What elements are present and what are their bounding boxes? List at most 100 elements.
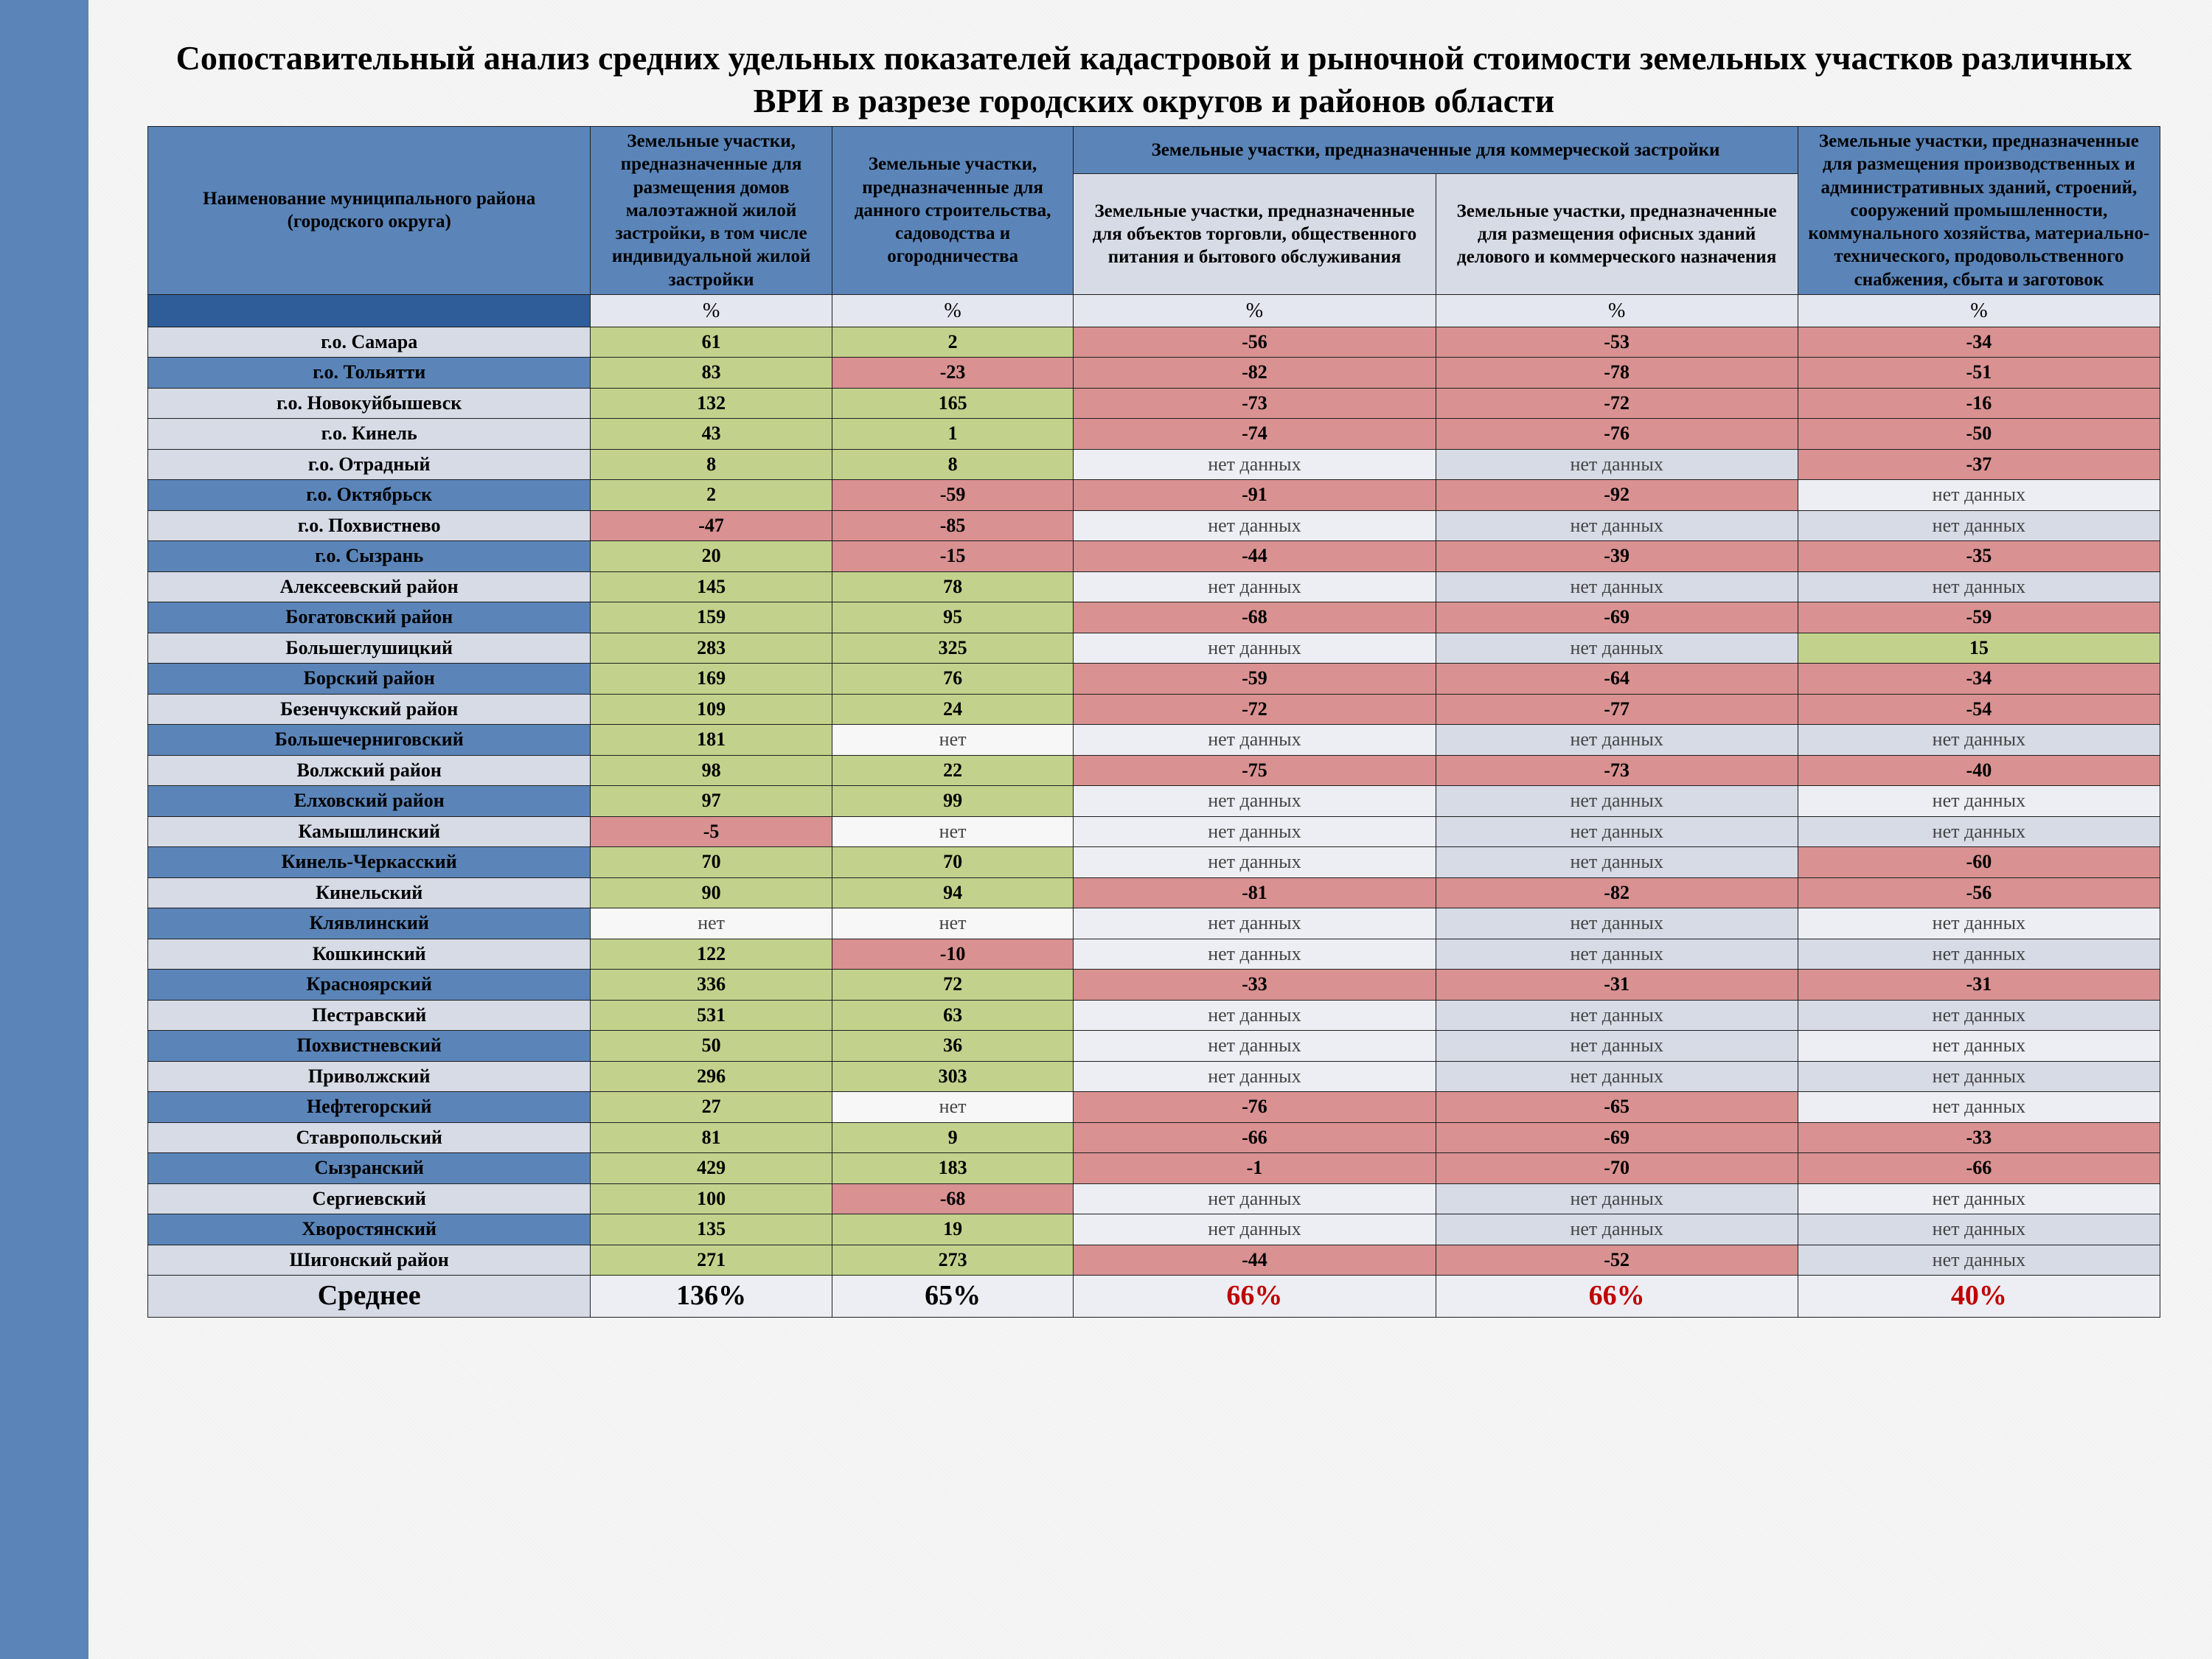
unit-cell: % <box>1074 294 1436 327</box>
value-cell: нет данных <box>1798 1183 2160 1214</box>
value-cell: нет данных <box>1074 908 1436 939</box>
value-cell: нет данных <box>1798 1245 2160 1276</box>
page: Сопоставительный анализ средних удельных… <box>0 0 2212 1659</box>
value-cell: 97 <box>591 786 832 817</box>
row-name: Сергиевский <box>148 1183 591 1214</box>
value-cell: -31 <box>1436 970 1798 1001</box>
value-cell: нет данных <box>1436 908 1798 939</box>
value-cell: 83 <box>591 358 832 389</box>
value-cell: 19 <box>832 1214 1073 1245</box>
value-cell: нет данных <box>1798 1092 2160 1123</box>
table-row: Безенчукский район10924-72-77-54 <box>148 694 2160 725</box>
value-cell: -59 <box>1074 664 1436 695</box>
value-cell: нет данных <box>1798 725 2160 756</box>
hdr-col2: Земельные участки, предназначенные для д… <box>832 127 1073 295</box>
hdr-col4: Земельные участки, предназначенные для р… <box>1436 174 1798 295</box>
comparison-table: Наименование муниципального района (горо… <box>147 126 2160 1318</box>
unit-cell: % <box>832 294 1073 327</box>
value-cell: -91 <box>1074 480 1436 511</box>
value-cell: 325 <box>832 633 1073 664</box>
table-row: Кошкинский122-10нет данныхнет данныхнет … <box>148 939 2160 970</box>
row-name: Безенчукский район <box>148 694 591 725</box>
value-cell: -34 <box>1798 664 2160 695</box>
value-cell: нет данных <box>1436 939 1798 970</box>
value-cell: 15 <box>1798 633 2160 664</box>
value-cell: нет данных <box>1798 1031 2160 1062</box>
hdr-col3: Земельные участки, предназначенные для о… <box>1074 174 1436 295</box>
table-row: Алексеевский район14578нет данныхнет дан… <box>148 571 2160 602</box>
value-cell: 8 <box>591 449 832 480</box>
row-name: г.о. Самара <box>148 327 591 358</box>
value-cell: -44 <box>1074 541 1436 572</box>
value-cell: 20 <box>591 541 832 572</box>
value-cell: 169 <box>591 664 832 695</box>
row-name: г.о. Отрадный <box>148 449 591 480</box>
value-cell: -1 <box>1074 1153 1436 1184</box>
row-name: Ставропольский <box>148 1122 591 1153</box>
value-cell: -85 <box>832 510 1073 541</box>
value-cell: нет данных <box>1436 571 1798 602</box>
value-cell: -40 <box>1798 755 2160 786</box>
unit-cell: % <box>1798 294 2160 327</box>
value-cell: -5 <box>591 816 832 847</box>
value-cell: 271 <box>591 1245 832 1276</box>
value-cell: 9 <box>832 1122 1073 1153</box>
value-cell: -69 <box>1436 602 1798 633</box>
value-cell: -56 <box>1074 327 1436 358</box>
value-cell: -33 <box>1798 1122 2160 1153</box>
value-cell: -50 <box>1798 419 2160 450</box>
value-cell: 159 <box>591 602 832 633</box>
value-cell: -33 <box>1074 970 1436 1001</box>
hdr-name: Наименование муниципального района (горо… <box>148 127 591 295</box>
value-cell: -82 <box>1074 358 1436 389</box>
value-cell: -47 <box>591 510 832 541</box>
value-cell: 95 <box>832 602 1073 633</box>
value-cell: нет данных <box>1798 786 2160 817</box>
value-cell: -23 <box>832 358 1073 389</box>
table-row: Камышлинский-5нетнет данныхнет данныхнет… <box>148 816 2160 847</box>
value-cell: -44 <box>1074 1245 1436 1276</box>
value-cell: 78 <box>832 571 1073 602</box>
value-cell: 61 <box>591 327 832 358</box>
value-cell: 296 <box>591 1061 832 1092</box>
value-cell: -54 <box>1798 694 2160 725</box>
value-cell: -39 <box>1436 541 1798 572</box>
value-cell: -15 <box>832 541 1073 572</box>
value-cell: 70 <box>832 847 1073 878</box>
value-cell: 99 <box>832 786 1073 817</box>
table-row: Кинель-Черкасский7070нет данныхнет данны… <box>148 847 2160 878</box>
value-cell: 109 <box>591 694 832 725</box>
value-cell: -73 <box>1436 755 1798 786</box>
value-cell: 2 <box>832 327 1073 358</box>
value-cell: -77 <box>1436 694 1798 725</box>
value-cell: -92 <box>1436 480 1798 511</box>
value-cell: -68 <box>832 1183 1073 1214</box>
value-cell: 24 <box>832 694 1073 725</box>
row-name: Волжский район <box>148 755 591 786</box>
value-cell: нет данных <box>1074 816 1436 847</box>
value-cell: 94 <box>832 877 1073 908</box>
table-row: Большеглушицкий283325нет данныхнет данны… <box>148 633 2160 664</box>
value-cell: 43 <box>591 419 832 450</box>
value-cell: нет данных <box>1074 633 1436 664</box>
row-name: Нефтегорский <box>148 1092 591 1123</box>
value-cell: нет данных <box>1798 908 2160 939</box>
value-cell: нет данных <box>1436 1214 1798 1245</box>
value-cell: -56 <box>1798 877 2160 908</box>
summary-cell: 65% <box>832 1276 1073 1318</box>
table-body: г.о. Самара612-56-53-34г.о. Тольятти83-2… <box>148 327 2160 1276</box>
table-row: Приволжский296303нет данныхнет данныхнет… <box>148 1061 2160 1092</box>
value-cell: 303 <box>832 1061 1073 1092</box>
value-cell: 165 <box>832 388 1073 419</box>
value-cell: -66 <box>1798 1153 2160 1184</box>
value-cell: нет данных <box>1074 786 1436 817</box>
row-name: г.о. Тольятти <box>148 358 591 389</box>
row-name: г.о. Кинель <box>148 419 591 450</box>
value-cell: 70 <box>591 847 832 878</box>
table-row: Сергиевский100-68нет данныхнет данныхнет… <box>148 1183 2160 1214</box>
value-cell: нет <box>832 1092 1073 1123</box>
value-cell: нет данных <box>1074 939 1436 970</box>
table-header: Наименование муниципального района (горо… <box>148 127 2160 327</box>
value-cell: нет данных <box>1074 510 1436 541</box>
row-name: Борский район <box>148 664 591 695</box>
